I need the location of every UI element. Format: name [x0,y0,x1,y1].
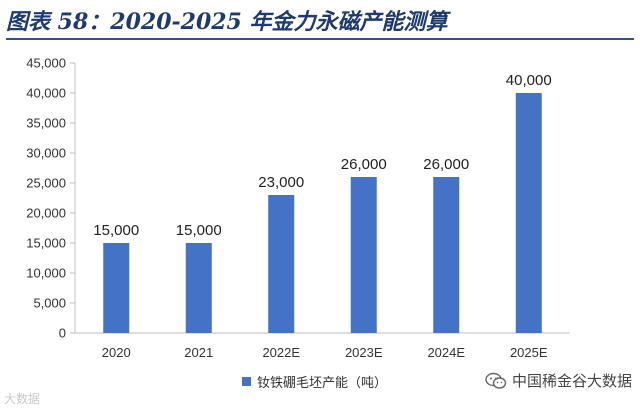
data-label-2021: 15,000 [176,222,222,239]
x-tick-label-2025E: 2025E [510,345,548,360]
legend-swatch [242,377,251,386]
bar-2023E [350,177,377,333]
y-tick-label: 15,000 [26,236,66,251]
bar-chart: 0 5,000 10,000 15,000 20,000 25,000 30,000 35,0… [26,56,570,360]
x-tick-label-2020: 2020 [102,345,131,360]
legend: 钕铁硼毛坯产能（吨） [242,372,387,391]
watermark-right: 中国稀金谷大数据 [485,370,632,391]
x-tick-label-2022E: 2022E [262,345,300,360]
watermark-right-text: 中国稀金谷大数据 [511,372,632,390]
y-tick-label: 45,000 [26,56,66,71]
watermark-left: 大数据 [4,392,41,406]
title-bar: 图表 58：2020-2025 年金力永磁产能测算 [0,0,640,42]
y-tick-label: 0 [59,326,66,341]
y-tick-label: 20,000 [26,206,66,221]
bar-2020 [103,243,130,333]
x-tick-label-2021: 2021 [184,345,213,360]
data-label-2024E: 26,000 [423,156,469,173]
y-tick-label: 40,000 [26,86,66,101]
legend-label: 钕铁硼毛坯产能（吨） [257,376,388,391]
y-tick-label: 25,000 [26,176,66,191]
y-tick-label: 5,000 [33,296,66,311]
y-tick-label: 35,000 [26,116,66,131]
data-label-2023E: 26,000 [341,156,387,173]
bar-2024E [433,177,460,333]
data-label-2020: 15,000 [93,222,139,239]
data-label-2025E: 40,000 [506,72,552,89]
chart-area: 0 5,000 10,000 15,000 20,000 25,000 30,000 35,0… [0,44,640,368]
y-tick-label: 10,000 [26,266,66,281]
x-tick-label-2024E: 2024E [427,345,465,360]
title-divider [6,38,634,40]
data-label-2022E: 23,000 [258,174,304,191]
bar-2022E [268,195,295,333]
bar-2021 [185,243,212,333]
y-tick-label: 30,000 [26,146,66,161]
wechat-icon [485,372,507,389]
chart-title: 图表 58：2020-2025 年金力永磁产能测算 [6,9,448,35]
x-tick-label-2023E: 2023E [345,345,383,360]
bar-2025E [515,93,542,333]
